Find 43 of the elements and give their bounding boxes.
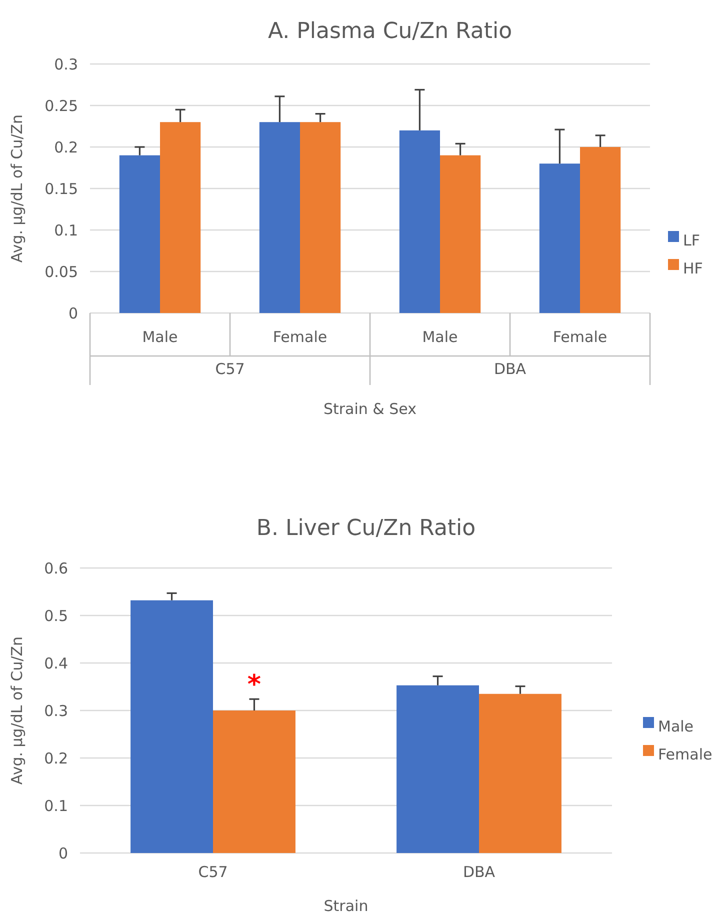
legend-label: Male xyxy=(658,717,694,736)
bar xyxy=(119,155,160,313)
y-tick-label: 0 xyxy=(68,304,78,322)
y-tick-label: 0.15 xyxy=(44,180,78,198)
x-axis-title: Strain & Sex xyxy=(323,400,417,418)
bar xyxy=(160,122,201,313)
y-tick-label: 0.6 xyxy=(44,559,68,578)
chart-title: A. Plasma Cu/Zn Ratio xyxy=(268,19,512,44)
legend-label: Female xyxy=(658,745,712,764)
y-tick-label: 0.4 xyxy=(44,654,68,672)
x-tick-label: Male xyxy=(422,328,458,346)
y-tick-label: 0.3 xyxy=(44,702,68,720)
x-tick-label: Female xyxy=(272,328,328,346)
bar xyxy=(399,130,440,313)
y-tick-label: 0.2 xyxy=(44,749,68,768)
chart-title: B. Liver Cu/Zn Ratio xyxy=(256,516,476,541)
y-tick-label: 0.2 xyxy=(54,138,78,156)
text: DBA xyxy=(494,360,527,378)
y-tick-label: 0 xyxy=(58,844,68,862)
y-tick-label: 0.3 xyxy=(54,55,78,74)
bar xyxy=(580,147,621,313)
text: C57 xyxy=(215,360,245,378)
legend-label: HF xyxy=(683,259,703,278)
x-tick-label: Male xyxy=(142,328,178,346)
y-tick-label: 0.05 xyxy=(44,262,78,281)
bar xyxy=(539,164,580,313)
bar xyxy=(479,694,562,853)
bar xyxy=(259,122,300,313)
bar xyxy=(300,122,341,313)
y-tick-label: 0.1 xyxy=(44,796,68,815)
bar xyxy=(440,155,481,313)
y-axis-title: Avg. µg/dL of Cu/Zn xyxy=(8,114,26,263)
legend-label: LF xyxy=(683,231,700,250)
y-tick-label: 0.25 xyxy=(44,96,78,115)
y-axis-title: Avg. µg/dL of Cu/Zn xyxy=(8,636,26,785)
x-tick-label: Female xyxy=(552,328,608,346)
bar xyxy=(213,710,296,853)
bar xyxy=(396,685,479,853)
y-tick-label: 0.5 xyxy=(44,606,68,625)
bar xyxy=(130,600,213,853)
y-tick-label: 0.1 xyxy=(54,221,78,240)
annotation: * xyxy=(247,670,262,700)
x-axis-title: Strain xyxy=(324,897,368,915)
